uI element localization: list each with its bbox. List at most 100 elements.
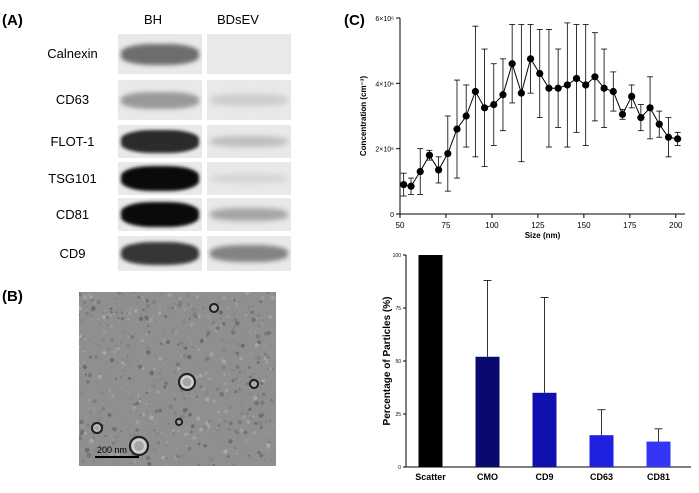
tem-grain	[206, 315, 211, 320]
tem-grain	[170, 306, 174, 310]
tem-grain	[128, 368, 131, 371]
bar	[532, 392, 557, 467]
tem-grain	[185, 411, 189, 414]
tem-grain	[145, 316, 150, 321]
tem-grain	[217, 418, 222, 422]
tem-grain	[165, 457, 168, 460]
tem-grain	[189, 312, 193, 315]
tem-grain	[115, 310, 119, 314]
tem-grain	[140, 402, 143, 405]
tem-grain	[121, 461, 125, 465]
tem-grain	[271, 400, 276, 405]
tem-grain	[158, 292, 163, 296]
tem-grain	[131, 394, 133, 396]
blot-bh	[118, 80, 202, 120]
tem-grain	[269, 419, 272, 422]
tem-grain	[95, 361, 97, 363]
tem-grain	[251, 306, 253, 308]
tem-grain	[126, 355, 129, 358]
data-point	[572, 74, 581, 83]
tem-grain	[222, 296, 226, 301]
tem-grain	[228, 373, 232, 377]
blot-band	[210, 207, 288, 222]
tem-grain	[203, 296, 205, 299]
tem-grain	[237, 371, 240, 373]
tem-grain	[256, 360, 260, 365]
tem-grain	[260, 417, 266, 423]
tem-grain	[108, 390, 111, 392]
tem-grain	[258, 324, 261, 327]
data-point	[526, 55, 535, 63]
tem-grain	[234, 426, 236, 428]
tem-grain	[251, 317, 256, 323]
tem-grain	[112, 438, 116, 441]
tem-grain	[256, 459, 258, 461]
tem-grain	[247, 454, 250, 457]
tem-grain	[158, 408, 162, 413]
tem-grain	[260, 295, 265, 300]
tem-grain	[145, 303, 151, 309]
tem-grain	[98, 419, 100, 421]
tem-grain	[173, 398, 177, 401]
tem-grain	[250, 328, 253, 331]
tem-grain	[208, 377, 212, 381]
tem-image	[79, 292, 276, 466]
column-header-bdsev: BDsEV	[217, 12, 259, 27]
y-axis-title: Percentage of Particles (%)	[382, 297, 393, 426]
tem-grain	[171, 313, 173, 315]
tem-grain	[205, 397, 210, 402]
tem-grain	[137, 295, 141, 299]
tem-grain	[169, 354, 172, 357]
tem-grain	[215, 325, 220, 330]
tem-grain	[197, 464, 201, 466]
tem-grain	[97, 306, 100, 309]
tem-grain	[198, 350, 200, 352]
tem-grain	[127, 426, 130, 430]
y-tick-label: 25	[395, 412, 401, 418]
tem-grain	[174, 306, 177, 310]
tem-grain	[176, 454, 180, 459]
tem-grain	[135, 301, 139, 305]
category-label: Scatter	[415, 472, 446, 482]
panel-label-a: (A)	[2, 12, 23, 29]
tem-grain	[152, 367, 156, 370]
tem-grain	[145, 349, 151, 355]
tem-grain	[259, 320, 263, 325]
tem-grain	[245, 292, 250, 295]
tem-grain	[112, 426, 117, 432]
tem-grain	[177, 367, 181, 371]
blot-band	[210, 93, 288, 107]
nta-chart: 50 75 100 125 150 175 200 0 2×10⁶ 4×10⁶ 6×10⁶ Size …	[359, 16, 685, 240]
tem-grain	[102, 311, 105, 314]
tem-grain	[192, 435, 197, 441]
tem-grain	[180, 341, 184, 345]
tem-grain	[224, 420, 227, 423]
tem-grain	[243, 430, 248, 435]
tem-grain	[264, 458, 267, 461]
tem-grain	[146, 324, 150, 328]
y-tick-label: 0	[398, 465, 401, 471]
tem-grain	[92, 399, 97, 404]
tem-grain	[102, 315, 106, 319]
x-tick-label: 100	[485, 221, 499, 230]
tem-grain	[261, 379, 265, 383]
tem-grain	[263, 352, 267, 356]
tem-grain	[229, 406, 232, 409]
tem-grain	[217, 410, 220, 413]
tem-grain	[79, 345, 81, 349]
tem-grain	[95, 381, 98, 384]
tem-grain	[86, 423, 90, 427]
tem-grain	[248, 306, 250, 309]
tem-grain	[252, 377, 254, 380]
tem-grain	[227, 309, 229, 311]
tem-grain	[244, 313, 247, 316]
tem-grain	[218, 310, 223, 315]
tem-grain	[151, 383, 156, 389]
tem-grain	[257, 450, 261, 455]
blot-bdsev	[207, 162, 291, 195]
tem-grain	[222, 446, 228, 451]
tem-grain	[138, 399, 142, 403]
tem-grain	[84, 373, 88, 376]
tem-grain	[145, 334, 148, 337]
tem-grain	[135, 428, 139, 432]
